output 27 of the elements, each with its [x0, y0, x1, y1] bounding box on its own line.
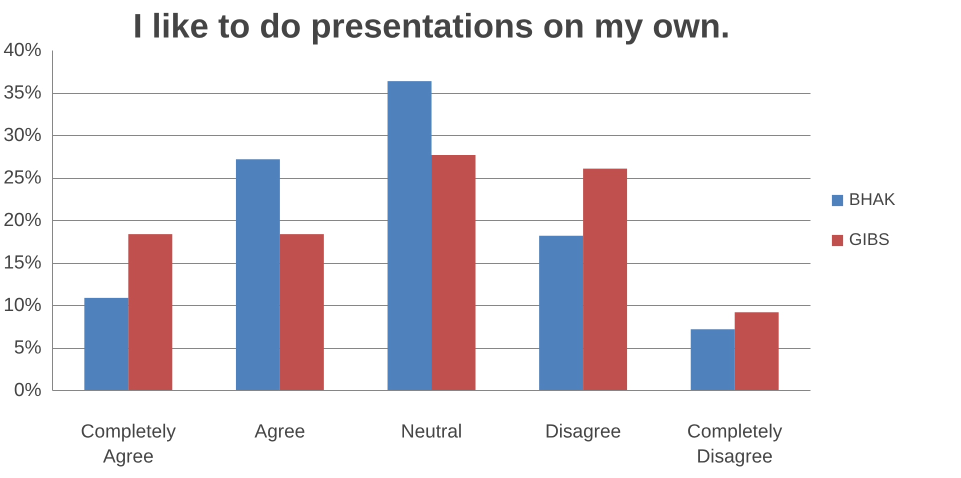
bar	[280, 234, 324, 390]
y-tick-label: 30%	[3, 125, 42, 146]
bar	[583, 168, 628, 390]
y-tick-label: 0%	[14, 380, 42, 401]
y-tick-label: 20%	[3, 210, 42, 231]
legend-label: GIBS	[849, 230, 890, 250]
bar	[734, 312, 779, 390]
chart-title: I like to do presentations on my own.	[133, 8, 730, 46]
y-tick-label: 10%	[3, 295, 42, 316]
x-tick-label: Agree	[254, 422, 306, 442]
bar	[690, 329, 735, 390]
x-tick-label: Disagree	[545, 422, 622, 442]
bar	[236, 159, 280, 390]
y-tick-label: 5%	[14, 338, 42, 358]
y-tick-label: 40%	[3, 40, 42, 61]
legend-label: BHAK	[849, 190, 896, 210]
x-tick-label: Completely Agree	[80, 422, 176, 468]
bar	[432, 155, 476, 390]
bar	[388, 81, 432, 390]
bar	[84, 298, 128, 390]
x-tick-label: Completely Disagree	[687, 422, 783, 468]
y-tick-label: 15%	[3, 252, 42, 274]
y-tick-label: 25%	[3, 168, 42, 188]
bar	[539, 236, 584, 390]
y-tick-label: 35%	[3, 82, 42, 104]
x-tick-label: Neutral	[400, 422, 462, 442]
bar	[128, 234, 172, 390]
